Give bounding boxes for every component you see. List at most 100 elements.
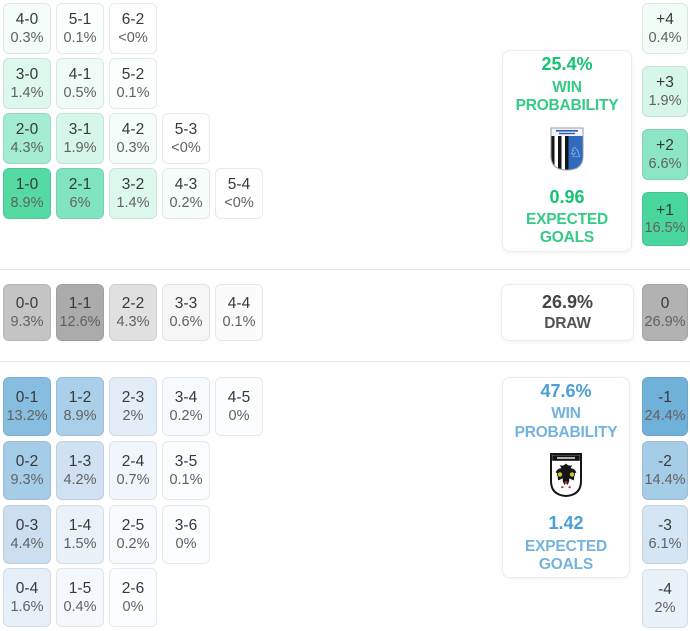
- score-tile-2-2: 2-2 4.3%: [109, 284, 157, 341]
- section-divider-bottom: [0, 361, 690, 362]
- tile-probability-label: 1.4%: [10, 84, 44, 101]
- score-tile-1-2: 1-2 8.9%: [56, 377, 104, 436]
- tile-score-label: 4-1: [68, 66, 92, 83]
- tile-score-label: 3-0: [15, 66, 39, 83]
- score-tile-3-4: 3-4 0.2%: [162, 377, 210, 436]
- svg-text:♘: ♘: [569, 145, 582, 161]
- tile-score-label: 4-3: [174, 176, 198, 193]
- tile-score-label: 1-3: [68, 453, 92, 470]
- tile-score-label: 3-5: [174, 453, 198, 470]
- score-tile-3-1: 3-1 1.9%: [56, 113, 104, 164]
- tile-probability-label: 9.3%: [10, 471, 44, 488]
- score-tile-2-1: 2-1 6%: [56, 168, 104, 219]
- score-tile-5-2: 5-2 0.1%: [109, 58, 157, 109]
- tile-score-label: +4: [656, 11, 674, 28]
- tile-score-label: 3-3: [174, 295, 198, 312]
- tile-probability-label: 2%: [122, 407, 144, 424]
- tile-probability-label: 9.3%: [10, 313, 44, 330]
- tile-score-label: -1: [658, 389, 672, 406]
- tile-score-label: 4-2: [121, 121, 145, 138]
- home-win-probability-value: 25.4%: [541, 54, 593, 75]
- away-score-row-3: 0-3 4.4% 1-4 1.5% 2-5 0.2% 3-6 0%: [3, 505, 210, 564]
- goal-diff-tile--4: -4 2%: [642, 569, 688, 628]
- tile-probability-label: 4.4%: [10, 535, 44, 552]
- tile-score-label: 5-3: [174, 121, 198, 138]
- tile-probability-label: 0.3%: [116, 139, 150, 156]
- score-tile-1-0: 1-0 8.9%: [3, 168, 51, 219]
- tile-score-label: 0-0: [15, 295, 39, 312]
- tile-probability-label: <0%: [224, 194, 254, 211]
- draw-goal-diff-column: 0 26.9%: [642, 284, 688, 341]
- tile-probability-label: 0.1%: [63, 29, 97, 46]
- score-tile-4-1: 4-1 0.5%: [56, 58, 104, 109]
- tile-probability-label: 0%: [122, 598, 144, 615]
- score-tile-3-0: 3-0 1.4%: [3, 58, 51, 109]
- score-tile-3-2: 3-2 1.4%: [109, 168, 157, 219]
- tile-score-label: -2: [658, 453, 672, 470]
- goal-diff-tile-0: 0 26.9%: [642, 284, 688, 341]
- tile-probability-label: 1.9%: [648, 92, 682, 109]
- tile-probability-label: 0.5%: [63, 84, 97, 101]
- score-tile-3-6: 3-6 0%: [162, 505, 210, 564]
- score-tile-2-6: 2-6 0%: [109, 568, 157, 627]
- section-divider-top: [0, 269, 690, 270]
- home-expected-goals-value: 0.96: [549, 186, 585, 207]
- score-tile-1-3: 1-3 4.2%: [56, 441, 104, 500]
- tile-probability-label: 0.4%: [648, 29, 682, 46]
- tile-score-label: 5-4: [227, 176, 251, 193]
- home-score-row-4: 1-0 8.9% 2-1 6% 3-2 1.4% 4-3 0.2% 5-4 <0%: [3, 168, 263, 219]
- score-tile-3-5: 3-5 0.1%: [162, 441, 210, 500]
- tile-probability-label: 4.3%: [116, 313, 150, 330]
- draw-probability-value: 26.9%: [541, 291, 594, 312]
- score-tile-4-0: 4-0 0.3%: [3, 3, 51, 54]
- tile-probability-label: 0.1%: [222, 313, 256, 330]
- away-win-panel: 47.6% WIN PROBABILITY 1.42 EXPECTED GOAL…: [502, 377, 630, 578]
- tile-score-label: 0-3: [15, 517, 39, 534]
- away-score-row-4: 0-4 1.6% 1-5 0.4% 2-6 0%: [3, 568, 157, 627]
- tile-probability-label: 0.1%: [169, 471, 203, 488]
- score-tile-3-3: 3-3 0.6%: [162, 284, 210, 341]
- tile-probability-label: 8.9%: [10, 194, 44, 211]
- tile-probability-label: 0.2%: [169, 194, 203, 211]
- tile-score-label: 3-2: [121, 176, 145, 193]
- tile-probability-label: 6.6%: [648, 155, 682, 172]
- tile-probability-label: 26.9%: [644, 313, 686, 330]
- score-tile-4-5: 4-5 0%: [215, 377, 263, 436]
- home-expected-goals-label: EXPECTED GOALS: [526, 211, 608, 247]
- tile-score-label: -4: [658, 581, 672, 598]
- score-tile-2-3: 2-3 2%: [109, 377, 157, 436]
- tile-probability-label: 0.2%: [169, 407, 203, 424]
- score-tile-0-1: 0-1 13.2%: [3, 377, 51, 436]
- score-tile-6-2: 6-2 <0%: [109, 3, 157, 54]
- tile-probability-label: 0.4%: [63, 598, 97, 615]
- tile-score-label: 0-1: [15, 389, 39, 406]
- draw-score-row: 0-0 9.3% 1-1 12.6% 2-2 4.3% 3-3 0.6% 4-4 0.1%: [3, 284, 263, 341]
- tile-probability-label: 4.2%: [63, 471, 97, 488]
- tile-score-label: 4-5: [227, 389, 251, 406]
- tile-score-label: +3: [656, 74, 674, 91]
- tile-probability-label: 0%: [228, 407, 250, 424]
- afc-wimbledon-crest-icon: [548, 452, 584, 503]
- home-score-row-3: 2-0 4.3% 3-1 1.9% 4-2 0.3% 5-3 <0%: [3, 113, 210, 164]
- goal-diff-tile-+4: +4 0.4%: [642, 3, 688, 54]
- tile-score-label: 2-5: [121, 517, 145, 534]
- tile-score-label: 2-4: [121, 453, 145, 470]
- score-tile-1-4: 1-4 1.5%: [56, 505, 104, 564]
- tile-score-label: 2-6: [121, 580, 145, 597]
- tile-probability-label: 12.6%: [59, 313, 101, 330]
- tile-score-label: 2-3: [121, 389, 145, 406]
- tile-score-label: 3-1: [68, 121, 92, 138]
- tile-probability-label: 0%: [175, 535, 197, 552]
- tile-probability-label: 1.9%: [63, 139, 97, 156]
- tile-probability-label: 1.5%: [63, 535, 97, 552]
- home-score-row-1: 4-0 0.3% 5-1 0.1% 6-2 <0%: [3, 3, 157, 54]
- score-tile-5-4: 5-4 <0%: [215, 168, 263, 219]
- goal-diff-tile--2: -2 14.4%: [642, 441, 688, 500]
- score-tile-0-4: 0-4 1.6%: [3, 568, 51, 627]
- tile-score-label: 1-2: [68, 389, 92, 406]
- goal-diff-tile-+2: +2 6.6%: [642, 129, 688, 180]
- tile-score-label: 4-0: [15, 11, 39, 28]
- tile-probability-label: 24.4%: [644, 407, 686, 424]
- score-tile-4-3: 4-3 0.2%: [162, 168, 210, 219]
